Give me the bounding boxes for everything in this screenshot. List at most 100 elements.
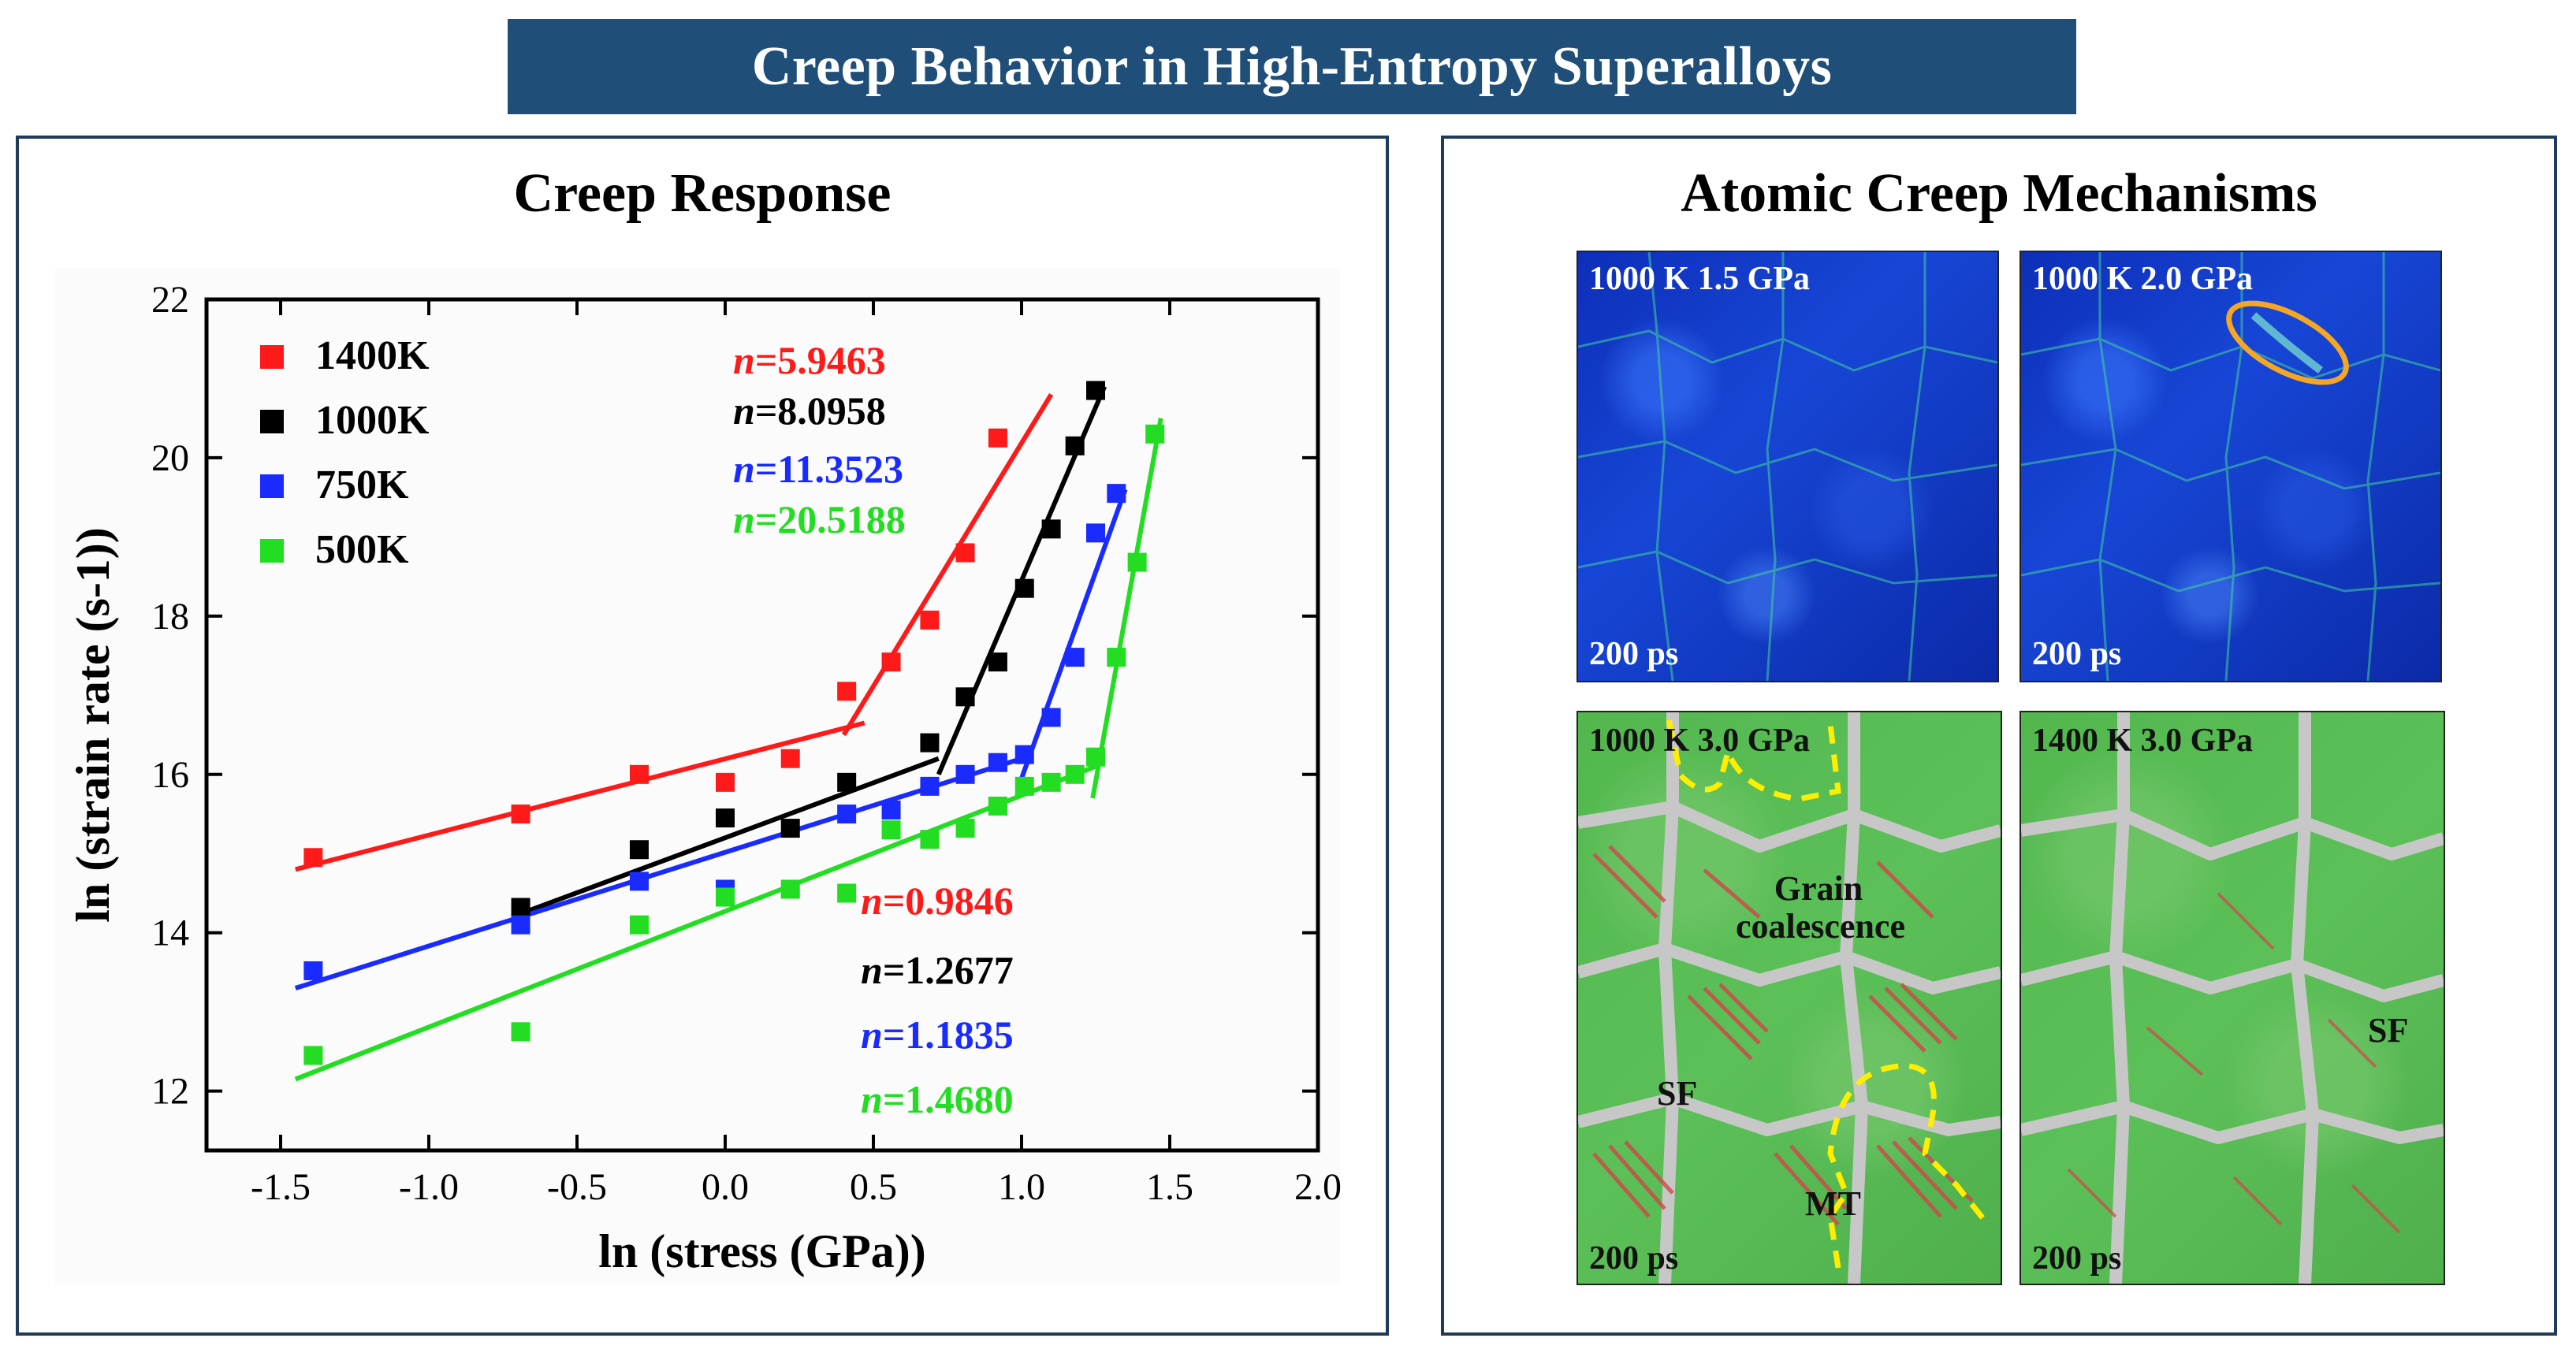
grain-boundary-overlay	[1578, 252, 1997, 681]
n-label-low: n=1.1835	[861, 1013, 1014, 1057]
x-tick-label: -1.0	[399, 1166, 459, 1208]
data-point-750K	[1041, 708, 1061, 727]
atomic-mechanisms-title: Atomic Creep Mechanisms	[1681, 163, 2317, 224]
data-point-1400K	[988, 428, 1007, 448]
data-point-1000K	[1041, 519, 1061, 539]
mt-dashed-outline	[1827, 1063, 1990, 1269]
y-tick-label: 20	[151, 437, 189, 479]
data-point-500K	[1086, 747, 1105, 767]
plot-frame	[204, 297, 1320, 1153]
x-tick-label: -1.5	[251, 1166, 311, 1208]
sf-label: SF	[1657, 1074, 1698, 1113]
data-point-500K	[988, 796, 1007, 816]
x-tick-label: 2.0	[1294, 1166, 1342, 1208]
n-label-low: n=1.4680	[861, 1077, 1014, 1121]
legend-label-1400K: 1400K	[315, 333, 430, 378]
legend-label-750K: 750K	[315, 463, 409, 507]
data-point-750K	[303, 961, 323, 980]
legend-label-1000K: 1000K	[315, 398, 430, 443]
data-point-750K	[955, 764, 975, 784]
data-point-750K	[1014, 745, 1034, 764]
n-label-high: n=20.5188	[733, 497, 906, 541]
data-point-1400K	[780, 749, 800, 768]
legend-marker-500K	[260, 539, 284, 563]
sim-time-label: 200 ps	[1589, 1240, 1679, 1277]
data-point-1400K	[837, 682, 857, 701]
y-tick-label: 14	[151, 912, 189, 954]
data-point-1000K	[511, 898, 530, 917]
data-point-500K	[1065, 764, 1085, 784]
x-axis-label: ln (stress (GPa))	[598, 1225, 926, 1277]
data-point-750K	[1086, 523, 1105, 543]
data-point-1400K	[303, 848, 323, 868]
data-point-500K	[837, 883, 857, 903]
fit-line-500K	[1090, 418, 1163, 799]
highlight-ellipse	[2226, 300, 2349, 385]
data-point-1400K	[716, 772, 735, 792]
fit-line-750K	[294, 756, 1022, 990]
fit-line-750K	[1019, 489, 1128, 779]
data-point-500K	[881, 820, 901, 840]
creep-response-title: Creep Response	[513, 163, 892, 224]
plot-background	[55, 268, 1340, 1284]
sim-condition-label: 1000 K 1.5 GPa	[1589, 261, 1810, 297]
x-tick-label: 1.0	[998, 1166, 1045, 1208]
data-point-500K	[1107, 648, 1126, 667]
n-label-low: n=0.9846	[861, 879, 1014, 923]
y-tick-label: 16	[151, 754, 189, 796]
data-point-750K	[837, 805, 857, 824]
sim-image-1000k-3.0gpa: 1000 K 3.0 GPa 200 ps Grain coalescence …	[1576, 711, 2002, 1285]
sim-image-1400k-3.0gpa: 1400 K 3.0 GPa 200 ps SF	[2019, 711, 2445, 1285]
x-tick-label: 0.0	[702, 1166, 749, 1208]
grain-boundary-overlay	[2021, 712, 2444, 1284]
data-point-1400K	[511, 805, 530, 824]
mt-label: MT	[1805, 1184, 1861, 1223]
data-point-500K	[1014, 776, 1034, 796]
sim-image-1000k-2.0gpa: 1000 K 2.0 GPa 200 ps	[2019, 251, 2442, 682]
data-point-1000K	[920, 733, 940, 753]
legend-marker-750K	[260, 474, 284, 498]
data-point-1000K	[955, 687, 975, 707]
legend-marker-1000K	[260, 410, 284, 433]
legend-label-500K: 500K	[315, 527, 409, 572]
y-tick-label: 12	[151, 1071, 189, 1113]
n-label-low: n=1.2677	[861, 948, 1014, 992]
data-point-750K	[881, 801, 901, 820]
sim-time-label: 200 ps	[1589, 636, 1679, 672]
data-point-500K	[303, 1046, 323, 1065]
n-label-high: n=5.9463	[733, 338, 886, 382]
data-point-500K	[1145, 424, 1165, 444]
data-point-750K	[1065, 648, 1085, 667]
data-point-750K	[920, 776, 940, 796]
data-point-1000K	[1014, 578, 1034, 598]
data-point-750K	[1107, 484, 1126, 504]
data-point-1000K	[1065, 436, 1085, 455]
y-axis-label: ln (strain rate (s-1))	[67, 527, 119, 923]
data-point-750K	[511, 915, 530, 935]
sim-image-1000k-1.5gpa: 1000 K 1.5 GPa 200 ps	[1576, 251, 1999, 682]
data-point-500K	[1127, 552, 1147, 572]
sim-condition-label: 1400 K 3.0 GPa	[2032, 723, 2253, 759]
sim-condition-label: 1000 K 2.0 GPa	[2032, 261, 2253, 297]
sim-time-label: 200 ps	[2032, 1240, 2122, 1277]
sim-time-label: 200 ps	[2032, 636, 2122, 672]
data-point-1000K	[1086, 381, 1105, 400]
y-tick-label: 18	[151, 596, 189, 637]
x-tick-label: -0.5	[547, 1166, 607, 1208]
data-point-1000K	[716, 808, 735, 828]
sim-condition-label: 1000 K 3.0 GPa	[1589, 723, 1810, 759]
data-point-500K	[920, 830, 940, 849]
sf-label: SF	[2368, 1011, 2409, 1050]
x-tick-label: 1.5	[1146, 1166, 1193, 1208]
data-point-500K	[629, 915, 649, 935]
grain-boundary-overlay	[2021, 252, 2440, 681]
n-label-high: n=11.3523	[733, 447, 903, 491]
data-point-750K	[988, 753, 1007, 772]
data-point-1000K	[837, 772, 857, 792]
data-point-1000K	[629, 840, 649, 860]
data-point-500K	[511, 1022, 530, 1042]
fit-line-1400K	[295, 720, 865, 872]
data-point-750K	[629, 872, 649, 891]
coalescence-dashed-outline	[1666, 719, 1841, 802]
